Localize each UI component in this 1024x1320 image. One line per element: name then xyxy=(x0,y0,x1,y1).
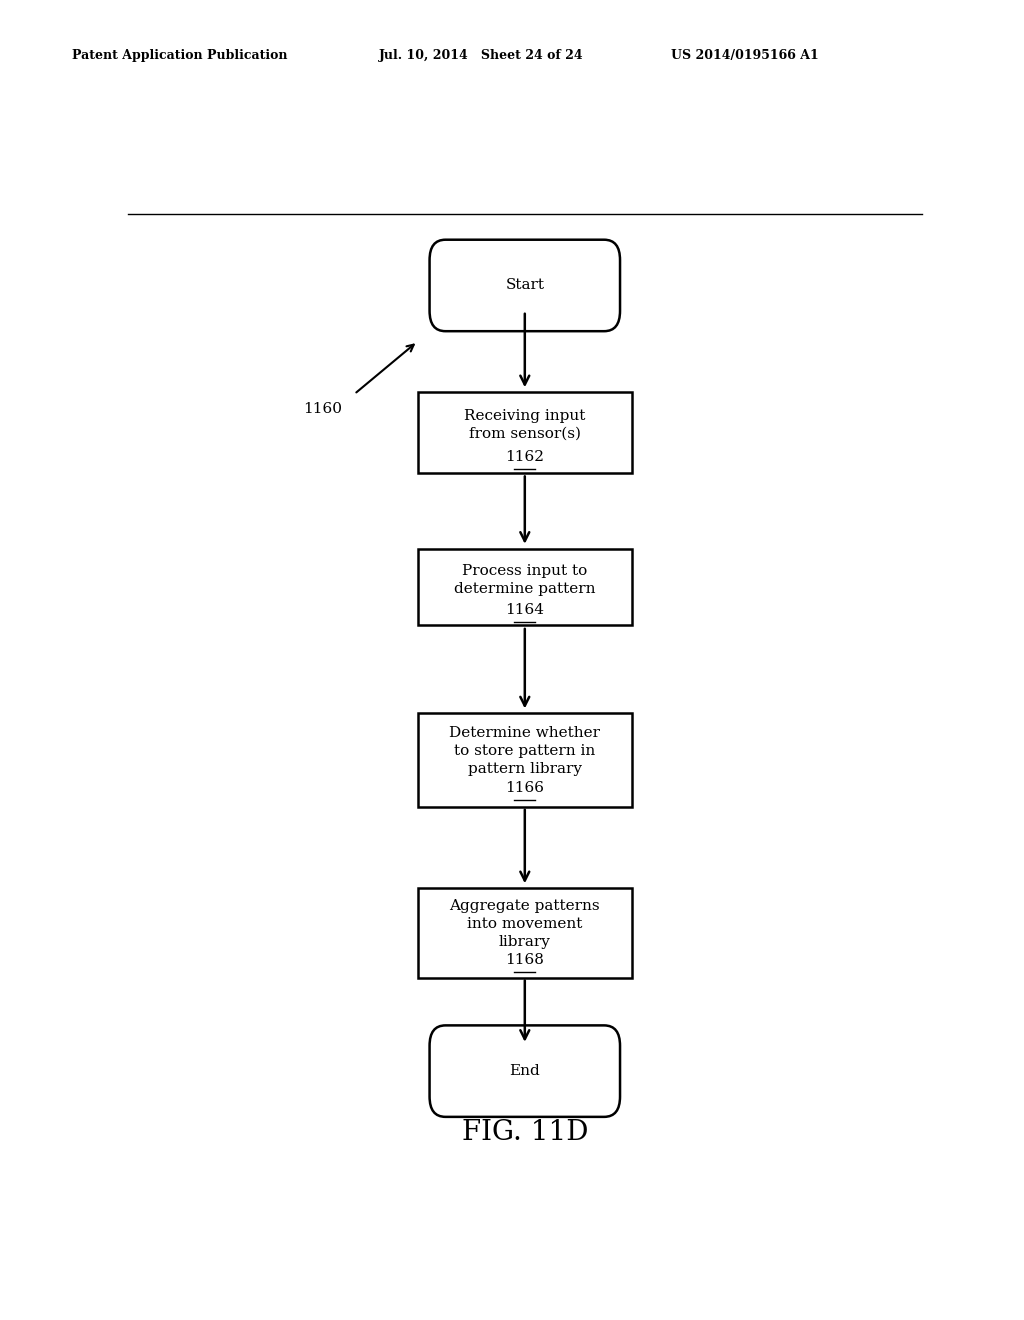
Text: Patent Application Publication: Patent Application Publication xyxy=(72,49,287,62)
Text: FIG. 11D: FIG. 11D xyxy=(462,1119,588,1146)
Text: 1162: 1162 xyxy=(505,450,545,465)
Bar xyxy=(418,888,632,978)
Text: Aggregate patterns
into movement
library: Aggregate patterns into movement library xyxy=(450,899,600,949)
Text: Process input to
determine pattern: Process input to determine pattern xyxy=(454,564,596,595)
Text: Determine whether
to store pattern in
pattern library: Determine whether to store pattern in pa… xyxy=(450,726,600,776)
Bar xyxy=(418,549,632,626)
FancyBboxPatch shape xyxy=(430,1026,620,1117)
Text: Receiving input
from sensor(s): Receiving input from sensor(s) xyxy=(464,409,586,441)
Text: Start: Start xyxy=(505,279,545,293)
Text: 1168: 1168 xyxy=(506,953,544,966)
Text: US 2014/0195166 A1: US 2014/0195166 A1 xyxy=(671,49,818,62)
Bar xyxy=(418,392,632,474)
FancyBboxPatch shape xyxy=(430,240,620,331)
Text: 1166: 1166 xyxy=(505,781,545,795)
Text: 1160: 1160 xyxy=(303,403,342,416)
Text: Jul. 10, 2014   Sheet 24 of 24: Jul. 10, 2014 Sheet 24 of 24 xyxy=(379,49,584,62)
Text: 1164: 1164 xyxy=(505,603,545,618)
Text: End: End xyxy=(509,1064,541,1078)
Bar xyxy=(418,713,632,807)
